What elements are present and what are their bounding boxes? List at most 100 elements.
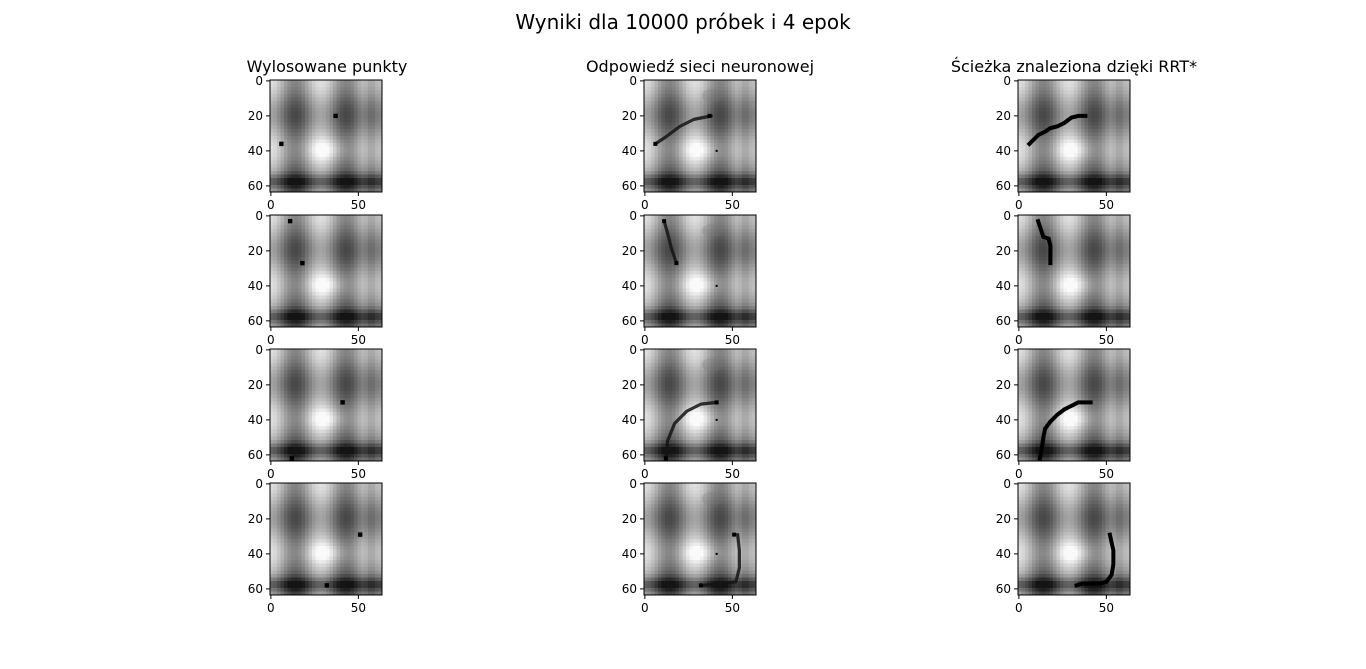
axes-frame bbox=[269, 348, 383, 462]
y-tick-label: 60 bbox=[248, 179, 263, 193]
subplot-r3-c1: 0 20 40 60 0 50 bbox=[248, 343, 383, 481]
subplot-r3-c3: 0 20 40 60 0 50 bbox=[996, 343, 1131, 481]
sample-point-1 bbox=[287, 218, 293, 224]
x-tick-label: 50 bbox=[1099, 198, 1114, 212]
y-tick-label: 20 bbox=[248, 512, 263, 526]
x-tick-label: 0 bbox=[1015, 333, 1023, 347]
subplot-r4-c3: 0 20 40 60 0 50 bbox=[996, 477, 1131, 615]
axes-frame bbox=[1017, 79, 1131, 193]
nn-predicted-path bbox=[701, 533, 741, 587]
nn-endpoint-1 bbox=[732, 532, 737, 537]
y-tick-label: 20 bbox=[248, 378, 263, 392]
x-tick-label: 0 bbox=[267, 601, 275, 615]
y-tick-label: 0 bbox=[1003, 74, 1011, 88]
x-tick-label: 0 bbox=[267, 467, 275, 481]
y-tick-label: 20 bbox=[622, 109, 637, 123]
axes-frame bbox=[643, 214, 757, 328]
y-tick-label: 60 bbox=[996, 448, 1011, 462]
x-tick-label: 50 bbox=[725, 467, 740, 481]
subplot-r3-c2: 0 20 40 60 0 50 bbox=[622, 343, 757, 481]
y-tick-label: 0 bbox=[255, 343, 263, 357]
subplot-r1-c2: 0 20 40 60 0 50 bbox=[622, 74, 757, 212]
y-tick-label: 60 bbox=[248, 448, 263, 462]
y-tick-label: 60 bbox=[996, 314, 1011, 328]
y-tick-label: 60 bbox=[248, 582, 263, 596]
y-tick-label: 60 bbox=[622, 448, 637, 462]
nn-stray-dot bbox=[715, 552, 718, 555]
subplot-r1-c3: 0 20 40 60 0 50 bbox=[996, 74, 1131, 212]
rrt-path bbox=[1037, 400, 1093, 461]
sample-point-2 bbox=[289, 456, 295, 461]
y-tick-label: 0 bbox=[629, 209, 637, 223]
y-tick-label: 40 bbox=[622, 413, 637, 427]
y-tick-label: 20 bbox=[622, 512, 637, 526]
x-tick-label: 0 bbox=[641, 467, 649, 481]
sample-point-2 bbox=[300, 260, 305, 266]
axes-frame bbox=[269, 79, 383, 193]
axes-frame bbox=[643, 482, 757, 596]
x-tick-label: 0 bbox=[1015, 467, 1023, 481]
rrt-path bbox=[1074, 532, 1116, 588]
sample-point-1 bbox=[340, 400, 345, 405]
nn-artifact bbox=[701, 357, 723, 372]
x-tick-label: 0 bbox=[641, 601, 649, 615]
y-tick-label: 0 bbox=[255, 209, 263, 223]
y-tick-label: 20 bbox=[996, 512, 1011, 526]
y-tick-label: 0 bbox=[1003, 209, 1011, 223]
y-tick-label: 0 bbox=[255, 477, 263, 491]
column-title-rrt-path: Ścieżka znaleziona dzięki RRT* bbox=[950, 57, 1198, 76]
y-tick-label: 40 bbox=[248, 279, 263, 293]
subplot-r2-c1: 0 20 40 60 0 50 bbox=[248, 209, 383, 347]
y-tick-label: 60 bbox=[622, 314, 637, 328]
sample-point-2 bbox=[324, 583, 330, 588]
nn-predicted-path bbox=[653, 114, 713, 146]
x-tick-label: 50 bbox=[725, 333, 740, 347]
y-tick-label: 40 bbox=[996, 279, 1011, 293]
y-tick-label: 0 bbox=[1003, 343, 1011, 357]
y-tick-label: 40 bbox=[996, 144, 1011, 158]
y-tick-label: 40 bbox=[622, 547, 637, 561]
y-tick-label: 20 bbox=[996, 109, 1011, 123]
sample-point-1 bbox=[357, 532, 363, 537]
y-tick-label: 60 bbox=[248, 314, 263, 328]
y-tick-label: 40 bbox=[248, 547, 263, 561]
y-tick-label: 40 bbox=[248, 144, 263, 158]
axes-frame bbox=[643, 79, 757, 193]
figure-title: Wyniki dla 10000 próbek i 4 epok bbox=[515, 10, 851, 34]
x-tick-label: 50 bbox=[351, 333, 366, 347]
rrt-path bbox=[1026, 113, 1088, 147]
nn-endpoint-2 bbox=[663, 456, 668, 461]
y-tick-label: 0 bbox=[255, 74, 263, 88]
axes-frame bbox=[269, 214, 383, 328]
y-tick-label: 40 bbox=[622, 144, 637, 158]
nn-stray-dot bbox=[715, 284, 718, 287]
y-tick-label: 40 bbox=[996, 413, 1011, 427]
y-tick-label: 0 bbox=[629, 477, 637, 491]
axes-frame bbox=[1017, 482, 1131, 596]
y-tick-label: 20 bbox=[996, 378, 1011, 392]
y-tick-label: 0 bbox=[629, 74, 637, 88]
column-title-sampled-points: Wylosowane punkty bbox=[246, 57, 408, 76]
subplot-r2-c2: 0 20 40 60 0 50 bbox=[622, 209, 757, 347]
subplot-r4-c1: 0 20 40 60 0 50 bbox=[248, 477, 383, 615]
y-tick-label: 40 bbox=[996, 547, 1011, 561]
nn-artifact bbox=[701, 223, 723, 238]
nn-endpoint-2 bbox=[674, 261, 679, 266]
x-tick-label: 0 bbox=[267, 198, 275, 212]
nn-artifact bbox=[701, 88, 723, 103]
subplot-r1-c1: 0 20 40 60 0 50 bbox=[248, 74, 383, 212]
rrt-path bbox=[1035, 218, 1053, 266]
y-tick-label: 0 bbox=[1003, 477, 1011, 491]
axes-frame bbox=[1017, 348, 1131, 462]
nn-stray-dot bbox=[715, 149, 718, 152]
axes-frame bbox=[269, 482, 383, 596]
y-tick-label: 40 bbox=[248, 413, 263, 427]
y-tick-label: 60 bbox=[996, 582, 1011, 596]
x-tick-label: 0 bbox=[641, 198, 649, 212]
subplot-r2-c3: 0 20 40 60 0 50 bbox=[996, 209, 1131, 347]
y-tick-label: 40 bbox=[622, 279, 637, 293]
sample-point-2 bbox=[279, 141, 284, 147]
x-tick-label: 50 bbox=[725, 198, 740, 212]
x-tick-label: 50 bbox=[1099, 467, 1114, 481]
x-tick-label: 0 bbox=[267, 333, 275, 347]
